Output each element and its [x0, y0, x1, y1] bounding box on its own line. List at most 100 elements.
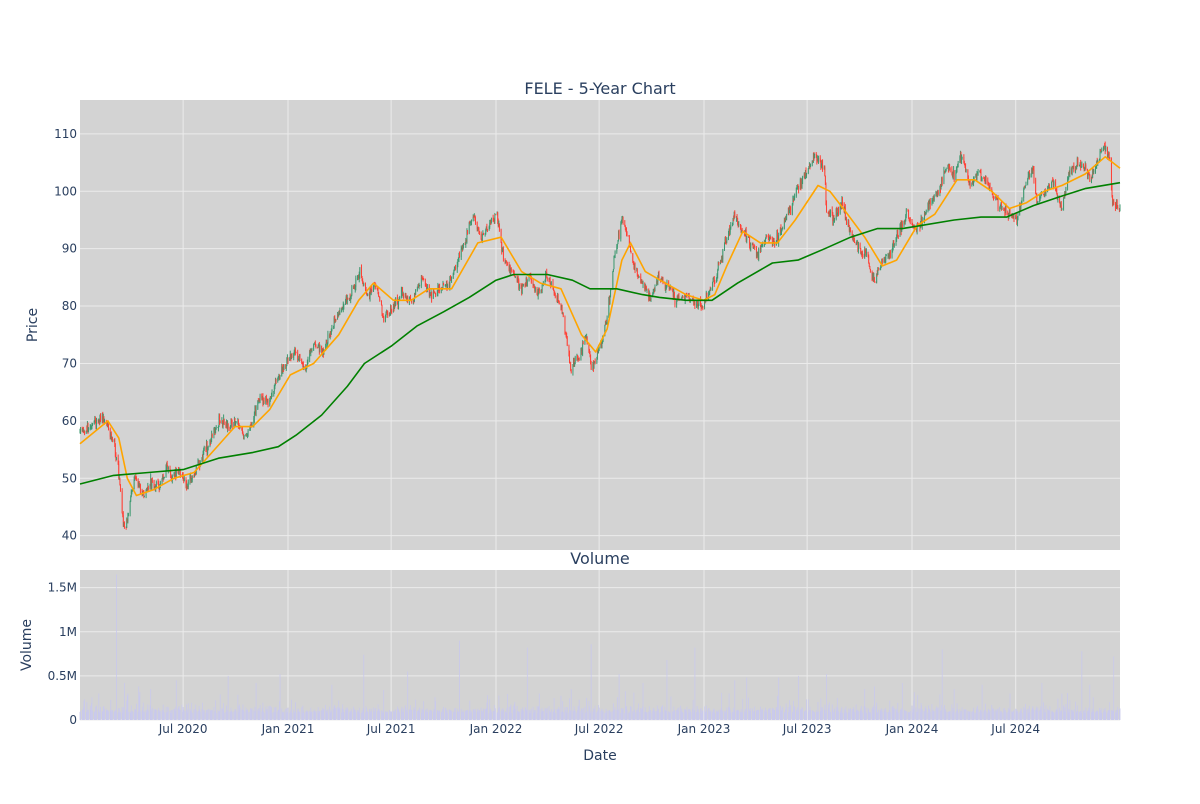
volume-bar	[455, 707, 456, 720]
volume-bar	[1023, 706, 1025, 720]
candle-body	[726, 237, 728, 242]
candle-body	[437, 288, 439, 294]
candle-body	[510, 269, 512, 271]
candle-body	[989, 186, 991, 190]
volume-bar	[840, 710, 842, 720]
candle-body	[1060, 205, 1062, 210]
candle-body	[522, 284, 524, 286]
candle-body	[509, 266, 511, 272]
volume-bar	[1087, 711, 1089, 720]
volume-bar	[370, 711, 372, 720]
candle-body	[810, 164, 811, 167]
volume-bar	[227, 675, 229, 720]
candle-body	[281, 366, 283, 377]
volume-bar	[1088, 707, 1090, 720]
candle-body	[377, 289, 378, 291]
volume-bar	[997, 709, 998, 720]
volume-bar	[401, 706, 403, 720]
volume-bar	[366, 711, 368, 720]
volume-bar	[568, 712, 570, 720]
candle-body	[234, 418, 236, 426]
volume-bar	[105, 708, 107, 720]
volume-bar	[127, 693, 129, 720]
volume-bar	[545, 712, 547, 720]
candle-body	[937, 191, 939, 197]
volume-axis-title: Volume	[19, 619, 35, 671]
candle-body	[681, 296, 683, 299]
volume-bar	[928, 708, 930, 720]
volume-bar	[178, 706, 180, 720]
candle-body	[1059, 203, 1061, 207]
candle-body	[173, 474, 175, 476]
candle-body	[414, 293, 416, 295]
volume-bar	[1032, 706, 1034, 720]
volume-bar	[466, 710, 468, 720]
candle-body	[892, 245, 894, 250]
candle-body	[257, 400, 259, 402]
volume-bar	[1025, 709, 1027, 720]
candle-body	[538, 288, 540, 291]
candle-body	[859, 244, 861, 249]
candle-body	[893, 242, 895, 245]
volume-bar	[594, 705, 596, 720]
candle-body	[1025, 183, 1027, 186]
volume-bar	[1005, 710, 1006, 720]
volume-bar	[325, 711, 327, 720]
candle-body	[632, 253, 634, 262]
candle-body	[984, 177, 986, 184]
volume-bar	[1048, 709, 1050, 720]
candle-body	[110, 433, 112, 437]
volume-bar	[601, 709, 602, 720]
volume-bar	[609, 710, 610, 720]
volume-bar	[479, 710, 480, 720]
candle-body	[1015, 215, 1017, 220]
candle-body	[689, 300, 691, 303]
volume-bar	[166, 712, 168, 720]
candle-body	[134, 476, 136, 478]
volume-bar	[483, 708, 484, 720]
candle-body	[564, 317, 566, 333]
candle-body	[851, 231, 853, 237]
volume-bar	[469, 709, 471, 720]
candle-body	[1031, 168, 1033, 171]
candle-body	[1109, 157, 1111, 160]
volume-bar	[475, 708, 476, 720]
volume-bar	[1080, 712, 1082, 720]
candle-body	[710, 287, 712, 290]
volume-bar	[977, 709, 979, 720]
candle-body	[481, 239, 483, 242]
volume-bar	[983, 711, 985, 720]
candle-body	[114, 443, 116, 457]
candle-body	[766, 235, 768, 237]
volume-bar	[80, 711, 81, 720]
volume-bar	[880, 710, 882, 720]
volume-bar	[969, 711, 970, 720]
candle-body	[919, 225, 921, 229]
volume-bar	[701, 712, 703, 720]
volume-bar	[920, 702, 922, 720]
volume-bar	[390, 711, 392, 720]
candle-body	[477, 227, 479, 230]
volume-bar	[698, 712, 700, 720]
candle-body	[985, 176, 986, 184]
volume-bar	[217, 709, 219, 720]
volume-bar	[754, 706, 756, 720]
volume-bar	[765, 712, 767, 720]
candle-body	[493, 220, 495, 222]
candle-body	[246, 434, 248, 436]
volume-bar	[267, 711, 268, 720]
candle-body	[501, 242, 503, 252]
volume-bar	[873, 686, 875, 720]
candle-body	[582, 343, 584, 345]
volume-bar	[506, 694, 508, 720]
volume-bar	[111, 712, 113, 720]
volume-bar	[194, 708, 196, 720]
volume-bar	[772, 707, 774, 720]
volume-bar	[353, 708, 355, 720]
candle-body	[1020, 204, 1022, 209]
volume-bar	[756, 709, 758, 720]
volume-bar	[126, 695, 128, 720]
candle-body	[174, 474, 175, 477]
volume-bar	[334, 704, 336, 720]
